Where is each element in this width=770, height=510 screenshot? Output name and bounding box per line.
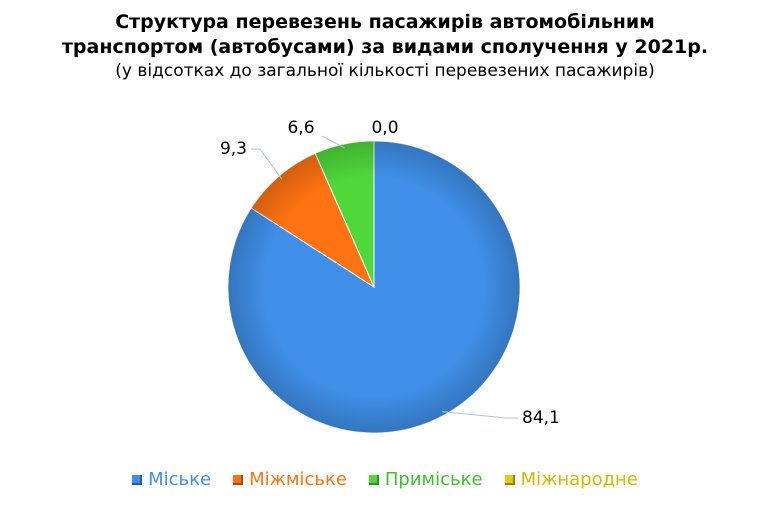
legend-swatch-3 <box>504 474 515 485</box>
legend-label-2: Приміське <box>384 469 483 490</box>
chart-subtitle: (у відсотках до загальної кількості пере… <box>115 61 655 81</box>
data-label-1: 9,3 <box>220 139 247 159</box>
pie-shading-overlay <box>228 141 520 433</box>
legend-label-1: Міжміське <box>249 469 347 490</box>
chart-title-line-1: Структура перевезень пасажирів автомобіл… <box>115 11 655 33</box>
legend-swatch-1 <box>233 474 244 485</box>
legend-item-3: Міжнародне <box>504 469 638 490</box>
data-label-3: 0,0 <box>371 118 398 138</box>
data-labels: 84,1 9,3 6,6 0,0 <box>220 118 560 428</box>
leader-line-1 <box>251 148 283 180</box>
legend-label-3: Міжнародне <box>520 469 638 490</box>
legend-swatch-0 <box>132 474 143 485</box>
legend-swatch-2 <box>368 474 379 485</box>
leader-line-0 <box>441 411 518 419</box>
chart-title-line-2: транспортом (автобусами) за видами сполу… <box>61 36 709 58</box>
data-label-2: 6,6 <box>287 118 314 138</box>
legend-item-2: Приміське <box>368 469 483 490</box>
legend-label-0: Міське <box>148 469 212 490</box>
legend-item-0: Міське <box>132 469 211 490</box>
leader-line-2 <box>321 135 346 149</box>
chart-title-block: Структура перевезень пасажирів автомобіл… <box>0 10 770 82</box>
legend-item-1: Міжміське <box>233 469 347 490</box>
chart-legend: Міське Міжміське Приміське Міжнародне <box>0 469 770 490</box>
leader-lines <box>251 135 518 419</box>
data-label-0: 84,1 <box>522 408 560 428</box>
